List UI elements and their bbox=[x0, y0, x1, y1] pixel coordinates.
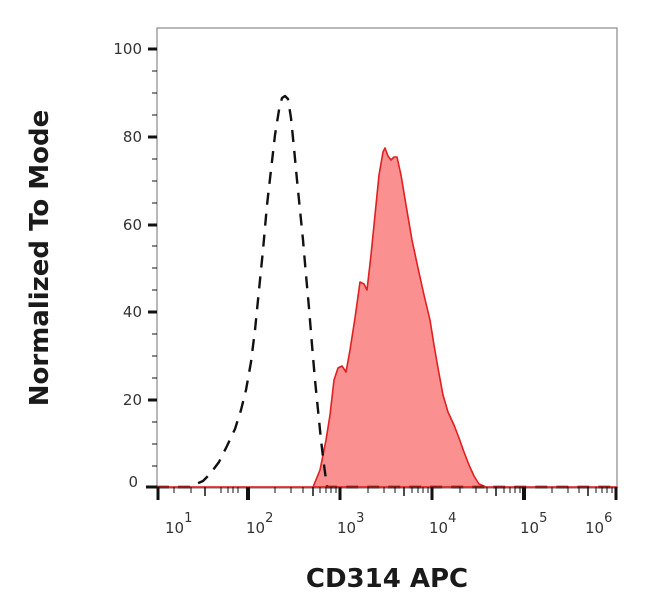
x-axis-title: CD314 APC bbox=[306, 564, 468, 594]
x-tick-10-1: 101 bbox=[165, 511, 192, 537]
x-tick-10-4: 104 bbox=[429, 511, 456, 537]
plot-frame bbox=[156, 27, 618, 489]
y-tick-labels: 100 80 60 40 20 0 bbox=[113, 40, 142, 491]
y-tick-60: 60 bbox=[123, 216, 142, 234]
x-tick-labels: 101 102 103 104 105 106 bbox=[165, 511, 612, 537]
isotype-control-histogram bbox=[157, 94, 617, 489]
y-tick-100: 100 bbox=[113, 40, 142, 58]
y-tick-0: 0 bbox=[128, 473, 138, 491]
y-axis-title: Normalized To Mode bbox=[25, 110, 55, 407]
cd314-apc-histogram bbox=[156, 147, 618, 488]
y-tick-80: 80 bbox=[123, 128, 142, 146]
x-axis bbox=[156, 487, 618, 500]
x-tick-10-6: 106 bbox=[585, 511, 612, 537]
x-tick-10-3: 103 bbox=[337, 511, 364, 537]
y-axis bbox=[146, 47, 157, 489]
y-tick-40: 40 bbox=[123, 303, 142, 321]
y-tick-20: 20 bbox=[123, 391, 142, 409]
x-tick-10-5: 105 bbox=[520, 511, 547, 537]
x-tick-10-2: 102 bbox=[246, 511, 273, 537]
